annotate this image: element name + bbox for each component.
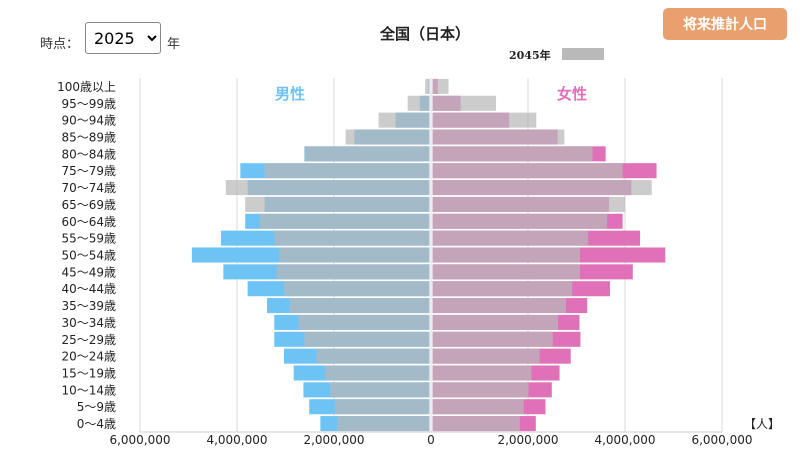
overlay-male-bar bbox=[274, 231, 429, 246]
overlay-female-bar bbox=[433, 365, 532, 380]
overlay-male-bar bbox=[245, 197, 429, 212]
overlay-female-bar bbox=[433, 247, 580, 262]
female-label: 女性 bbox=[557, 85, 587, 103]
overlay-male-bar bbox=[304, 332, 429, 347]
category-label: 60～64歳 bbox=[61, 215, 116, 229]
category-label: 25～29歳 bbox=[61, 333, 116, 347]
category-label: 55～59歳 bbox=[61, 232, 116, 246]
male-label: 男性 bbox=[275, 85, 305, 103]
overlay-male-bar bbox=[379, 113, 430, 128]
category-label: 85～89歳 bbox=[61, 131, 116, 145]
overlay-female-bar bbox=[433, 298, 566, 313]
x-tick-label: 0 bbox=[427, 433, 435, 447]
x-tick-label: 6,000,000 bbox=[691, 433, 752, 447]
overlay-female-bar bbox=[433, 113, 537, 128]
bar-layer bbox=[192, 79, 665, 431]
x-tick-label: 2,000,000 bbox=[303, 433, 364, 447]
category-label: 5～9歳 bbox=[77, 400, 116, 414]
overlay-male-bar bbox=[325, 365, 429, 380]
overlay-female-bar bbox=[433, 129, 565, 144]
x-tick-label: 2,000,000 bbox=[497, 433, 558, 447]
overlay-male-bar bbox=[316, 349, 429, 364]
category-label: 15～19歳 bbox=[61, 367, 116, 381]
category-label: 75～79歳 bbox=[61, 164, 116, 178]
overlay-female-bar bbox=[433, 264, 580, 279]
overlay-male-bar bbox=[277, 264, 430, 279]
category-label: 0～4歳 bbox=[77, 417, 116, 431]
overlay-female-bar bbox=[433, 146, 593, 161]
overlay-male-bar bbox=[284, 281, 430, 296]
category-label: 65～69歳 bbox=[61, 198, 116, 212]
overlay-male-bar bbox=[408, 96, 430, 111]
population-pyramid-chart: 6,000,000 4,000,000 2,000,000 0 2,000,000 4,0… bbox=[0, 0, 800, 457]
x-tick-label: 4,000,000 bbox=[206, 433, 267, 447]
overlay-male-bar bbox=[330, 382, 429, 397]
category-label: 35～39歳 bbox=[61, 299, 116, 313]
category-label: 80～84歳 bbox=[61, 147, 116, 161]
category-label: 70～74歳 bbox=[61, 181, 116, 195]
overlay-female-bar bbox=[433, 399, 524, 414]
overlay-male-bar bbox=[305, 146, 430, 161]
category-label: 45～49歳 bbox=[61, 265, 116, 279]
category-label: 50～54歳 bbox=[61, 249, 116, 263]
overlay-male-bar bbox=[260, 214, 430, 229]
overlay-male-bar bbox=[425, 79, 429, 94]
x-tick-label: 6,000,000 bbox=[109, 433, 170, 447]
overlay-female-bar bbox=[433, 180, 652, 195]
unit-label: 【人】 bbox=[744, 417, 780, 431]
overlay-female-bar bbox=[433, 231, 589, 246]
overlay-male-bar bbox=[290, 298, 430, 313]
overlay-male-bar bbox=[299, 315, 430, 330]
overlay-male-bar bbox=[335, 399, 430, 414]
x-tick-label: 4,000,000 bbox=[594, 433, 655, 447]
category-label: 30～34歳 bbox=[61, 316, 116, 330]
overlay-female-bar bbox=[433, 315, 559, 330]
overlay-male-bar bbox=[279, 247, 429, 262]
category-label: 10～14歳 bbox=[61, 383, 116, 397]
overlay-male-bar bbox=[226, 180, 430, 195]
overlay-male-bar bbox=[337, 416, 429, 431]
category-label: 90～94歳 bbox=[61, 114, 116, 128]
overlay-male-bar bbox=[265, 163, 430, 178]
overlay-female-bar bbox=[433, 416, 520, 431]
overlay-female-bar bbox=[433, 349, 540, 364]
category-label: 100歳以上 bbox=[57, 80, 116, 94]
category-label: 95～99歳 bbox=[61, 97, 116, 111]
overlay-female-bar bbox=[433, 96, 497, 111]
overlay-female-bar bbox=[433, 197, 626, 212]
overlay-female-bar bbox=[433, 163, 623, 178]
overlay-female-bar bbox=[433, 281, 573, 296]
overlay-male-bar bbox=[346, 129, 430, 144]
overlay-female-bar bbox=[433, 382, 529, 397]
category-label: 20～24歳 bbox=[61, 350, 116, 364]
overlay-female-bar bbox=[433, 79, 449, 94]
category-label: 40～44歳 bbox=[61, 282, 116, 296]
overlay-female-bar bbox=[433, 214, 608, 229]
overlay-female-bar bbox=[433, 332, 553, 347]
